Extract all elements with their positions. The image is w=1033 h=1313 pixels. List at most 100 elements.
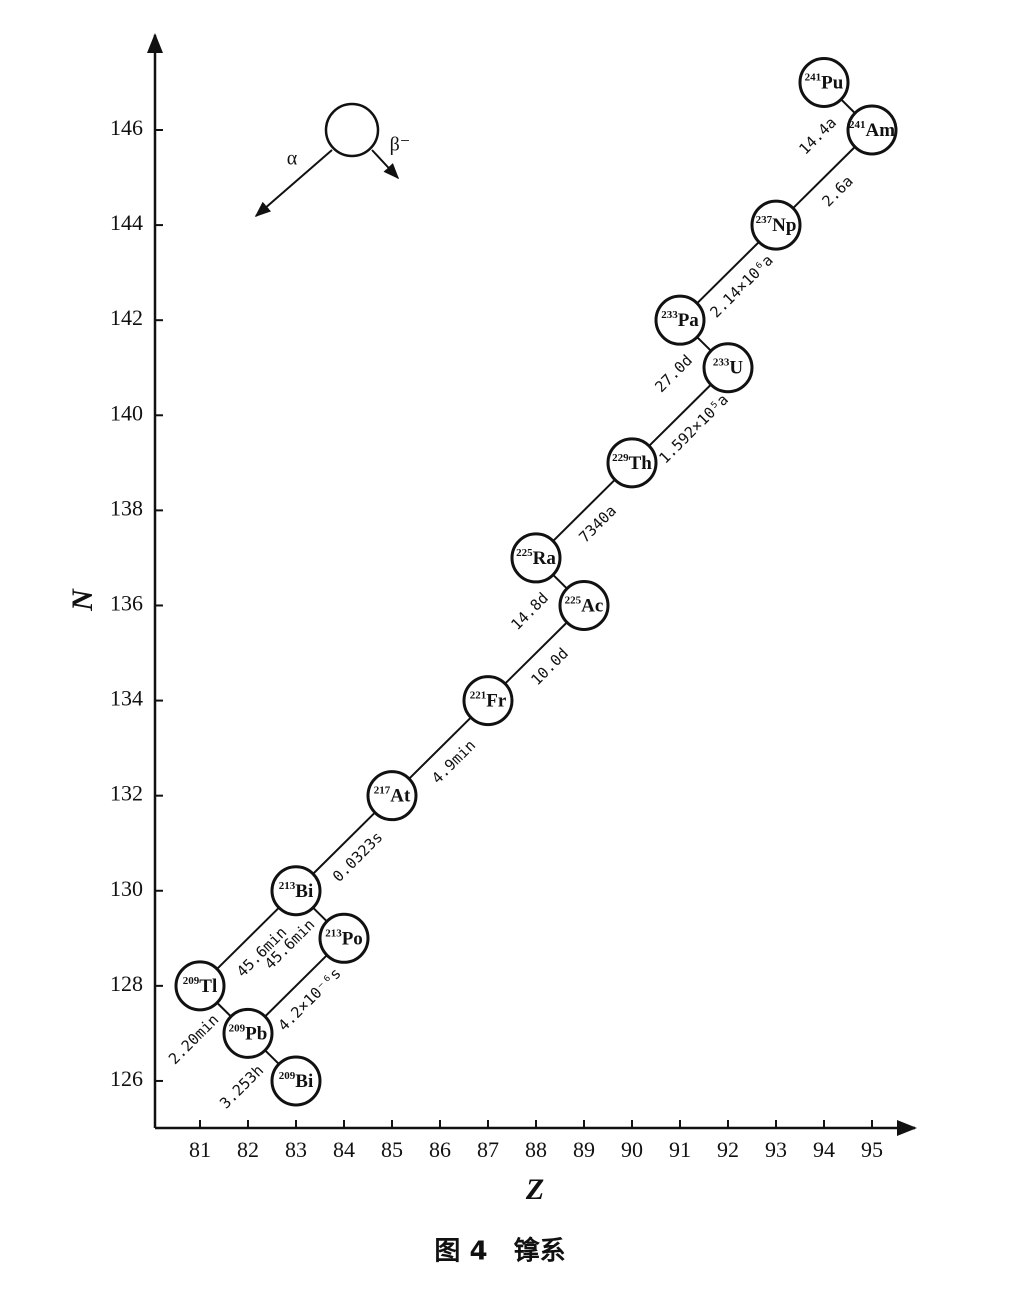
nuclide-label: 241Pu — [805, 71, 844, 94]
decay-line — [696, 241, 760, 305]
nuclide — [606, 437, 658, 489]
nuclide — [798, 56, 850, 108]
x-axis-label: Z — [525, 1173, 544, 1206]
mass-number: 209 — [279, 1069, 296, 1081]
element-symbol: Bi — [295, 1071, 313, 1092]
y-tick-label: 136 — [110, 591, 143, 616]
decay-line — [648, 383, 712, 447]
element-symbol: Bi — [295, 881, 313, 902]
mass-number: 241 — [805, 71, 822, 83]
nuclide — [846, 104, 898, 156]
nuclide — [174, 960, 226, 1012]
mass-number: 209 — [229, 1022, 246, 1034]
caption: 图 4 镎系 — [434, 1236, 565, 1267]
half-life: 14.4a — [795, 114, 840, 159]
decay-line — [312, 811, 376, 875]
x-tick-label: 81 — [189, 1137, 211, 1162]
x-tick-label: 82 — [237, 1137, 259, 1162]
element-symbol: Pa — [678, 311, 700, 332]
mass-number: 225 — [565, 594, 582, 606]
decay-line — [216, 1002, 232, 1018]
x-tick-label: 88 — [525, 1137, 547, 1162]
element-symbol: At — [390, 786, 411, 807]
element-symbol: Tl — [199, 976, 217, 997]
element-symbol: Am — [865, 120, 895, 141]
x-tick-label: 93 — [765, 1137, 787, 1162]
x-tick-label: 92 — [717, 1137, 739, 1162]
decay-line — [696, 336, 712, 352]
y-axis-label: N — [66, 588, 99, 612]
x-tick-label: 89 — [573, 1137, 595, 1162]
x-tick-label: 91 — [669, 1137, 691, 1162]
nuclide-label: 221Fr — [470, 689, 507, 712]
element-symbol: U — [729, 358, 743, 379]
legend-circle — [324, 102, 380, 158]
y-tick-label: 144 — [110, 210, 143, 235]
decay-line — [312, 906, 328, 923]
mass-number: 229 — [612, 451, 629, 463]
decay-line — [408, 716, 472, 780]
decay-line — [552, 574, 568, 590]
y-tick-label: 142 — [110, 305, 143, 330]
nuclide — [270, 1055, 322, 1107]
element-symbol: Ra — [533, 548, 557, 569]
element-symbol: Fr — [486, 691, 507, 712]
mass-number: 217 — [374, 784, 391, 796]
nuclide — [366, 770, 418, 822]
mass-number: 213 — [279, 879, 296, 891]
decay-line — [264, 954, 328, 1018]
beta-arrow — [371, 149, 400, 180]
y-tick-label: 140 — [110, 400, 143, 425]
half-life: 10.0d — [527, 644, 572, 689]
x-tick-label: 87 — [477, 1137, 499, 1162]
half-life: 0.0323s — [329, 828, 386, 885]
half-life: 2.14×10⁶a — [707, 251, 777, 321]
nuclide-label: 237Np — [756, 214, 797, 237]
nuclide-label: 229Th — [612, 451, 652, 474]
nuclide-label: 233Pa — [661, 309, 699, 332]
half-life: 14.8d — [507, 589, 552, 634]
nuclide — [270, 865, 322, 917]
element-symbol: Ac — [581, 596, 603, 617]
nuclide-label: 209Pb — [229, 1022, 268, 1045]
decay-line — [216, 906, 280, 970]
x-tick-label: 90 — [621, 1137, 643, 1162]
x-tick-label: 86 — [429, 1137, 451, 1162]
decay-line — [552, 479, 616, 542]
alpha-label: α — [287, 148, 298, 170]
nuclide — [702, 342, 754, 394]
y-tick-label: 146 — [110, 115, 143, 140]
element-symbol: Th — [629, 453, 653, 474]
half-life: 2.20min — [165, 1011, 222, 1068]
nuclide — [222, 1007, 274, 1059]
x-tick-label: 94 — [813, 1137, 835, 1162]
nuclide — [462, 675, 514, 727]
mass-number: 241 — [849, 119, 866, 131]
half-life: 7340a — [575, 502, 620, 547]
nuclide-label: 209Tl — [183, 974, 217, 997]
nuclide-label: 225Ac — [565, 594, 604, 617]
mass-number: 233 — [713, 356, 730, 368]
nuclide-label: 213Bi — [279, 879, 313, 902]
nuclide-label: 233U — [713, 356, 744, 379]
nuclide-label: 213Po — [325, 927, 363, 950]
y-tick-label: 126 — [110, 1066, 143, 1091]
nuclide — [318, 912, 370, 964]
nuclide-label: 217At — [374, 784, 411, 807]
decay-line — [504, 621, 568, 685]
y-tick-label: 134 — [110, 686, 143, 711]
half-life: 4.9min — [428, 736, 479, 787]
nuclide — [558, 579, 610, 631]
element-symbol: Pb — [245, 1024, 267, 1045]
decay-line — [840, 98, 856, 114]
mass-number: 209 — [183, 974, 200, 986]
nuclide — [510, 532, 562, 584]
y-tick-label: 130 — [110, 876, 143, 901]
element-symbol: Pu — [821, 73, 844, 94]
mass-number: 221 — [470, 689, 487, 701]
element-symbol: Po — [342, 929, 363, 950]
mass-number: 225 — [516, 546, 533, 558]
nuclide — [654, 294, 706, 346]
decay-line — [792, 146, 856, 209]
